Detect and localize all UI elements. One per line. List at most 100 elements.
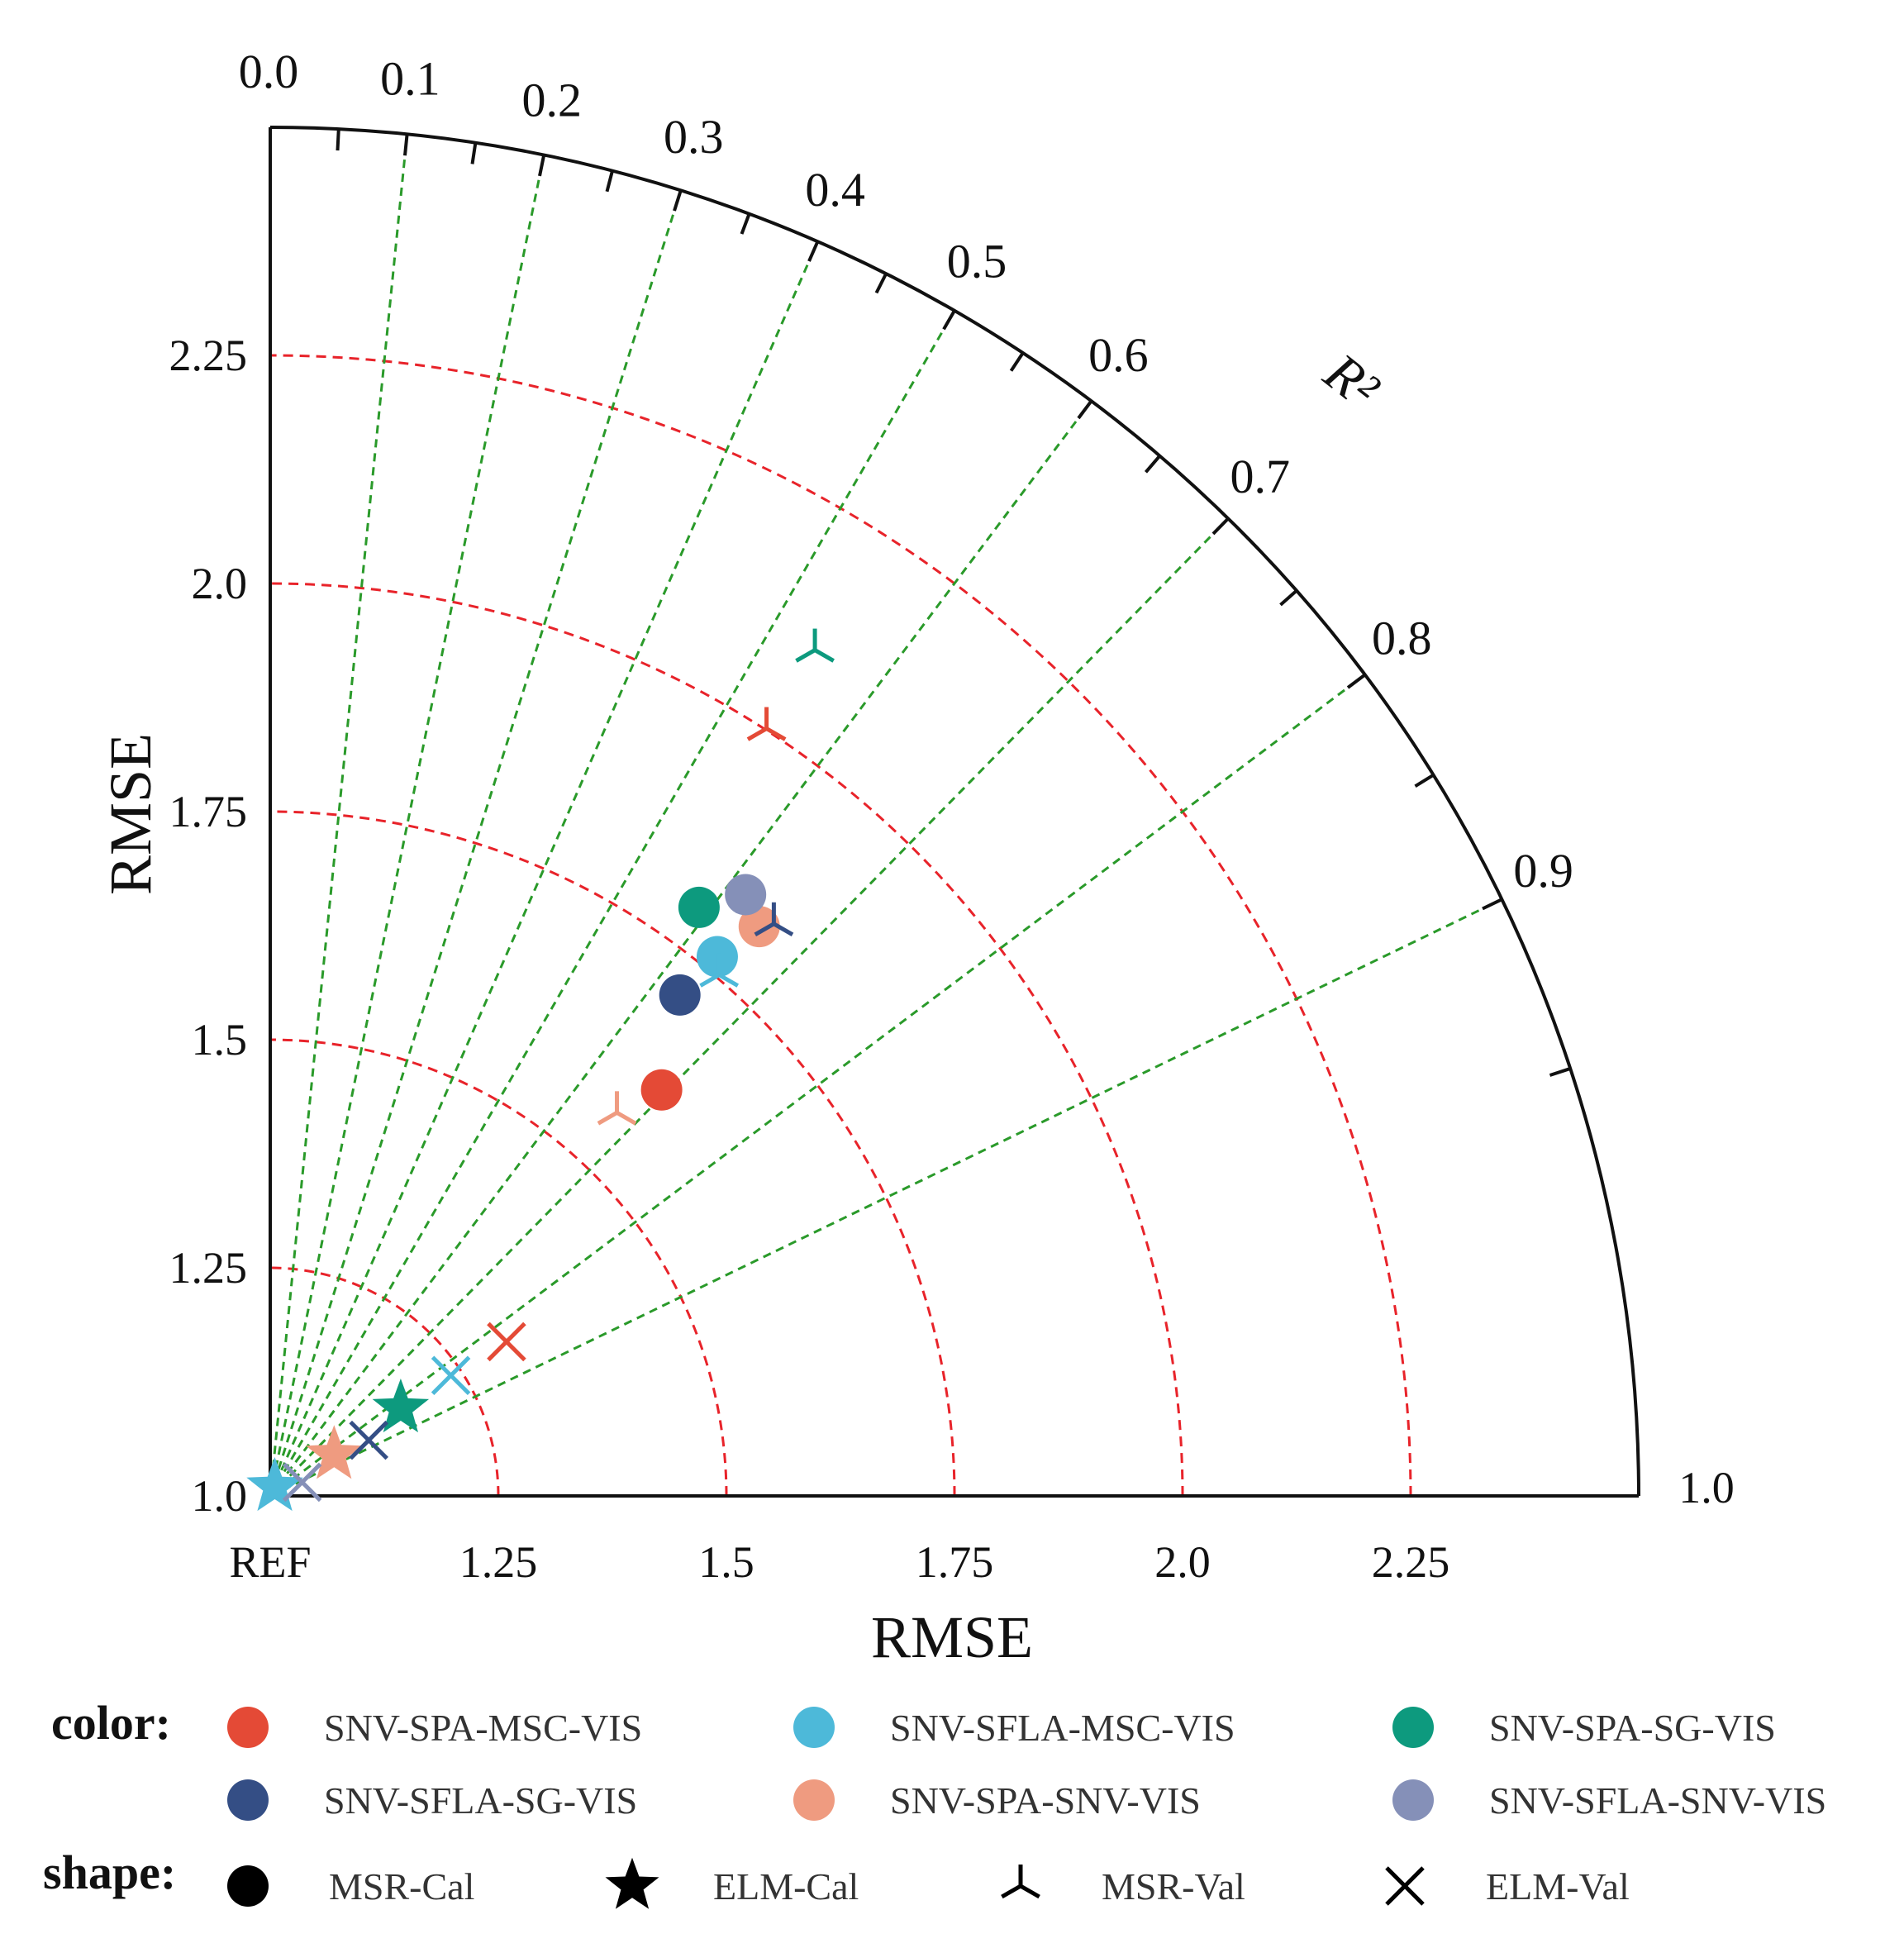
- legend-shape-elm-cal: [605, 1857, 659, 1909]
- point-snv-sfla-sg-vis-elm-val: [349, 1420, 388, 1460]
- grid-layer: [269, 134, 1503, 1498]
- x-stroke: [487, 1322, 526, 1362]
- x-tick-label: 1.75: [916, 1537, 994, 1587]
- r2-tick-label: 0.0: [239, 45, 299, 98]
- r2-ray: [269, 400, 1092, 1497]
- r2-tick-label: 0.8: [1372, 612, 1432, 665]
- y-tick-label: 1.75: [169, 787, 248, 836]
- legend-swatch-snv-sfla-msc-vis: [793, 1707, 835, 1748]
- legend-label-snv-sfla-sg-vis: SNV-SFLA-SG-VIS: [324, 1779, 637, 1822]
- point-snv-spa-sg-vis-elm-cal: [372, 1379, 430, 1433]
- r2-tick-label: 0.2: [522, 74, 583, 127]
- r2-tick-mark: [807, 241, 820, 262]
- tri-stroke: [616, 1111, 637, 1126]
- tick-labels: 1.25 1.5 1.75 2.0 2.25 REF 1.0 1.0 1.25 1.5 1.75 2.…: [98, 45, 1735, 1670]
- r2-tick-label: 0.5: [947, 235, 1007, 288]
- r2-tick-mark: [470, 142, 478, 164]
- r2-tick-label: 0.7: [1230, 450, 1291, 503]
- r2-tick-label: 0.1: [380, 52, 440, 106]
- r2-ray: [269, 310, 956, 1497]
- r2-tick-mark: [874, 273, 888, 294]
- rmse-arc: [269, 810, 956, 1497]
- r2-tick-mark: [1482, 898, 1503, 911]
- legend-shape-label-elm-cal: ELM-Cal: [713, 1865, 859, 1908]
- point-snv-sfla-sg-vis-msr-val: [754, 902, 794, 936]
- legend-shape-heading: shape:: [43, 1846, 176, 1899]
- r2-tick-label: 0.9: [1513, 844, 1573, 898]
- y-tick-label: 2.0: [192, 559, 248, 608]
- r2-axis-title: R²: [1312, 341, 1390, 421]
- x-stroke: [282, 1462, 322, 1503]
- point-snv-sfla-msc-vis-elm-val: [431, 1355, 471, 1396]
- tri-stroke: [754, 922, 775, 936]
- legend-shape-elm-val: [1385, 1866, 1425, 1906]
- r2-ray: [269, 517, 1230, 1498]
- legend-label-snv-spa-snv-vis: SNV-SPA-SNV-VIS: [890, 1779, 1201, 1822]
- legend-swatch-snv-sfla-sg-vis: [227, 1779, 269, 1821]
- tri-stroke: [765, 726, 787, 741]
- r2-tick-mark: [942, 309, 956, 331]
- r2-tick-label: 0.6: [1088, 328, 1149, 382]
- legend-swatch-snv-spa-snv-vis: [793, 1779, 835, 1821]
- r2-tick-mark: [1414, 773, 1435, 788]
- legend-shape-label-elm-val: ELM-Val: [1486, 1865, 1630, 1908]
- tri-stroke: [795, 648, 816, 663]
- point-snv-spa-msc-vis-elm-val: [487, 1322, 526, 1362]
- x-tick-label: 1.25: [459, 1537, 538, 1587]
- x-axis-title: RMSE: [871, 1604, 1033, 1670]
- point-snv-spa-sg-vis-msr-val: [795, 628, 835, 663]
- point-snv-sfla-msc-vis-elm-cal: [246, 1457, 303, 1512]
- r2-ray: [269, 674, 1366, 1498]
- legend-label-snv-spa-sg-vis: SNV-SPA-SG-VIS: [1489, 1707, 1776, 1749]
- tri-stroke: [773, 922, 794, 936]
- x-tick-label: 2.0: [1154, 1537, 1211, 1587]
- legend-swatch-snv-sfla-snv-vis: [1392, 1779, 1434, 1821]
- r2-tick-mark: [1211, 517, 1230, 536]
- r2-tick-mark: [1346, 673, 1367, 689]
- r2-tick-mark: [740, 213, 751, 235]
- axis-frame: [269, 126, 1640, 1498]
- rmse-arc: [269, 582, 1184, 1497]
- r2-tick-mark: [1009, 351, 1025, 372]
- r2-tick-mark: [1077, 400, 1093, 420]
- data-points: [246, 628, 835, 1512]
- x-stroke: [1385, 1866, 1425, 1906]
- x-end-label: 1.0: [1678, 1463, 1735, 1512]
- point-snv-sfla-msc-vis-msr-val: [699, 953, 740, 988]
- legend: color: shape: SNV-SPA-MSC-VIS SNV-SFLA-MSC-…: [43, 1696, 1826, 1909]
- r2-tick-label: 0.4: [805, 163, 865, 217]
- r2-ray: [269, 898, 1503, 1498]
- tri-stroke: [813, 648, 835, 663]
- r2-tick-mark: [1144, 455, 1161, 474]
- y-tick-label: 1.0: [192, 1471, 248, 1521]
- rmse-arc: [269, 354, 1412, 1497]
- point-snv-sfla-sg-vis-msr-cal: [659, 974, 701, 1016]
- tri-stroke: [597, 1111, 618, 1126]
- legend-shape-msr-val: [1001, 1865, 1040, 1899]
- r2-ray: [269, 155, 545, 1497]
- x-tick-label: 2.25: [1372, 1537, 1450, 1587]
- r2-tick-mark: [538, 155, 546, 177]
- tri-stroke: [746, 726, 768, 741]
- legend-color-heading: color:: [51, 1696, 171, 1750]
- y-tick-label: 1.25: [169, 1243, 248, 1293]
- y-tick-label: 1.5: [192, 1015, 248, 1064]
- r2-tick-mark: [1549, 1067, 1571, 1077]
- x-origin-label: REF: [229, 1537, 311, 1587]
- outer-arc: [269, 126, 1640, 1497]
- rmse-arc: [269, 1038, 728, 1497]
- point-snv-spa-sg-vis-msr-cal: [678, 886, 720, 928]
- r2-tick-mark: [605, 170, 614, 193]
- r2-tick-mark: [403, 134, 409, 156]
- point-snv-spa-snv-vis-msr-cal: [738, 906, 780, 948]
- point-snv-spa-snv-vis-elm-cal: [306, 1425, 363, 1479]
- legend-shape-msr-cal: [227, 1865, 269, 1907]
- r2-ray: [269, 189, 683, 1497]
- y-axis-title: RMSE: [98, 733, 164, 895]
- r2-ray: [269, 241, 819, 1497]
- tri-stroke: [1019, 1884, 1040, 1899]
- legend-shape-label-msr-cal: MSR-Cal: [329, 1865, 474, 1908]
- r2-tick-mark: [673, 189, 683, 212]
